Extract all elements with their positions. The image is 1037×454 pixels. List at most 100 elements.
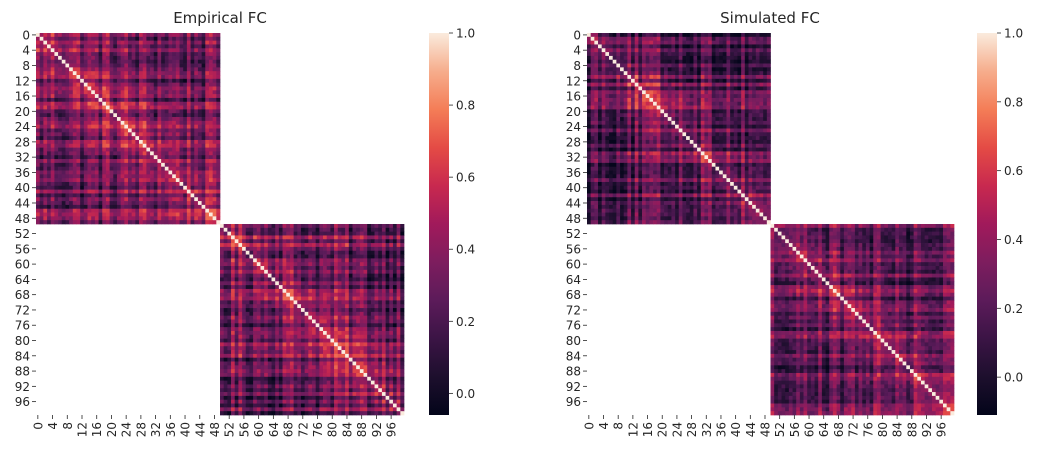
heatmap-cell [337, 246, 342, 252]
heatmap-cell [392, 292, 397, 297]
heatmap-cell [50, 159, 55, 164]
heatmap-cell [116, 90, 121, 95]
heatmap-cell [94, 63, 99, 68]
heatmap-cell [190, 40, 195, 45]
heatmap-cell [190, 136, 195, 141]
heatmap-cell [128, 193, 133, 198]
heatmap-cell [312, 258, 317, 263]
heatmap-cell [208, 132, 213, 137]
heatmap-cell [312, 304, 317, 309]
heatmap-cell [175, 174, 180, 179]
heatmap-cell [87, 204, 92, 210]
heatmap-cell [80, 159, 85, 164]
heatmap-cell [253, 254, 258, 259]
heatmap-cell [389, 266, 394, 271]
heatmap-cell [175, 117, 180, 122]
heatmap-cell [249, 296, 254, 301]
heatmap-cell [238, 231, 243, 236]
heatmap-cell [153, 185, 158, 190]
heatmap-cell [47, 155, 52, 160]
heatmap-cell [359, 273, 364, 278]
heatmap-cell [275, 231, 280, 236]
heatmap-cell [212, 155, 217, 160]
heatmap-cell [76, 59, 81, 64]
heatmap-cell [80, 216, 85, 221]
heatmap-cell [363, 304, 368, 309]
heatmap-cell [304, 392, 309, 397]
heatmap-cell [319, 319, 324, 324]
heatmap-cell [352, 361, 357, 366]
heatmap-cell [131, 162, 136, 168]
heatmap-cell [231, 365, 236, 370]
heatmap-cell [378, 311, 383, 317]
heatmap-cell [286, 338, 291, 343]
heatmap-cell [54, 48, 59, 53]
heatmap-cell [308, 243, 313, 248]
heatmap-cell [50, 40, 55, 45]
heatmap-cell [249, 311, 254, 317]
heatmap-cell [168, 162, 173, 168]
heatmap-cell [326, 361, 331, 366]
heatmap-cell [234, 235, 239, 240]
heatmap-cell [135, 52, 140, 57]
heatmap-cell [300, 319, 305, 324]
heatmap-cell [286, 262, 291, 267]
heatmap-cell [356, 357, 361, 362]
heatmap-cell [47, 117, 52, 122]
heatmap-cell [245, 334, 250, 339]
heatmap-cell [194, 170, 199, 175]
heatmap-cell [179, 63, 184, 68]
heatmap-cell [326, 262, 331, 267]
heatmap-cell [363, 224, 368, 229]
heatmap-cell [359, 311, 364, 317]
heatmap-cell [238, 315, 243, 320]
heatmap-cell [359, 342, 364, 347]
heatmap-cell [264, 227, 269, 232]
heatmap-cell [94, 94, 99, 99]
heatmap-cell [201, 193, 206, 198]
heatmap-cell [208, 120, 213, 126]
heatmap-cell [359, 258, 364, 263]
heatmap-cell [385, 308, 390, 313]
heatmap-cell [36, 159, 41, 164]
heatmap-cell [109, 136, 114, 141]
heatmap-cell [267, 357, 272, 362]
heatmap-cell [128, 59, 133, 64]
heatmap-cell [216, 147, 221, 152]
heatmap-cell [319, 346, 324, 351]
heatmap-cell [256, 273, 261, 278]
heatmap-cell [131, 155, 136, 160]
heatmap-cell [220, 243, 225, 248]
heatmap-cell [304, 292, 309, 297]
heatmap-cell [392, 224, 397, 229]
heatmap-cell [234, 292, 239, 297]
heatmap-cell [205, 166, 210, 171]
heatmap-cell [39, 78, 44, 84]
heatmap-cell [61, 132, 66, 137]
heatmap-cell [61, 82, 66, 87]
heatmap-cell [131, 166, 136, 171]
heatmap-cell [352, 357, 357, 362]
heatmap-cell [135, 97, 140, 103]
heatmap-cell [39, 132, 44, 137]
heatmap-cell [271, 338, 276, 343]
heatmap-cell [65, 136, 70, 141]
heatmap-cell [286, 327, 291, 332]
heatmap-cell [396, 288, 401, 294]
heatmap-cell [36, 189, 41, 194]
heatmap-cell [128, 97, 133, 103]
heatmap-cell [76, 52, 81, 57]
heatmap-cell [153, 101, 158, 106]
heatmap-cell [157, 220, 162, 225]
heatmap-cell [278, 380, 283, 385]
heatmap-cell [153, 220, 158, 225]
heatmap-cell [146, 174, 151, 179]
heatmap-cell [356, 311, 361, 317]
heatmap-cell [205, 86, 210, 91]
heatmap-cell [212, 55, 217, 61]
heatmap-cell [194, 185, 199, 190]
heatmap-cell [186, 78, 191, 84]
heatmap-cell [334, 285, 339, 290]
heatmap-cell [128, 120, 133, 126]
heatmap-cell [157, 36, 162, 41]
